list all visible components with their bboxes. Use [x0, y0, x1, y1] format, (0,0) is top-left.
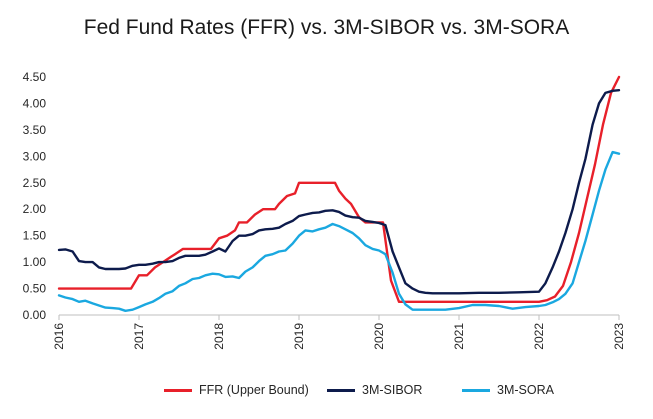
y-tick-label: 4.50 [23, 70, 47, 84]
legend-label: FFR (Upper Bound) [199, 383, 309, 397]
line-chart: 0.00 0.50 1.00 1.50 2.00 2.50 3.00 3.50 4.00 4.50… [23, 70, 626, 350]
series-layer [57, 75, 621, 312]
y-axis-ticks: 0.00 0.50 1.00 1.50 2.00 2.50 3.00 3.50 4.00 4.50 [23, 70, 47, 322]
x-tick-label: 2017 [132, 323, 146, 350]
x-tick-label: 2016 [52, 323, 66, 350]
legend-label: 3M-SORA [497, 383, 554, 397]
legend-swatch [327, 388, 355, 392]
series-line-2 [57, 88, 621, 295]
y-tick-label: 2.50 [23, 176, 47, 190]
y-tick-label: 1.00 [23, 255, 47, 269]
x-tick-label: 2019 [292, 323, 306, 350]
x-axis-ticks: 2016 2017 2018 2019 2020 2021 2022 2023 [52, 315, 626, 350]
series-line-3 [57, 150, 621, 312]
y-tick-label: 3.50 [23, 123, 47, 137]
y-tick-label: 1.50 [23, 229, 47, 243]
y-tick-label: 2.00 [23, 202, 47, 216]
x-tick-label: 2020 [372, 323, 386, 350]
y-tick-label: 0.00 [23, 308, 47, 322]
y-tick-label: 0.50 [23, 282, 47, 296]
legend: FFR (Upper Bound) 3M-SIBOR 3M-SORA [0, 380, 653, 400]
legend-item: 3M-SIBOR [327, 380, 422, 400]
chart-title: Fed Fund Rates (FFR) vs. 3M-SIBOR vs. 3M… [83, 16, 570, 39]
x-tick-label: 2023 [612, 323, 626, 350]
series-line-1 [57, 75, 621, 303]
x-tick-label: 2018 [212, 323, 226, 350]
legend-swatch [164, 388, 192, 392]
y-tick-label: 4.00 [23, 96, 47, 110]
x-tick-label: 2022 [532, 323, 546, 350]
legend-label: 3M-SIBOR [362, 383, 423, 397]
legend-swatch [462, 388, 490, 392]
y-tick-label: 3.00 [23, 149, 47, 163]
legend-item: FFR (Upper Bound) [164, 380, 309, 400]
legend-item: 3M-SORA [462, 380, 554, 400]
x-tick-label: 2021 [452, 323, 466, 350]
